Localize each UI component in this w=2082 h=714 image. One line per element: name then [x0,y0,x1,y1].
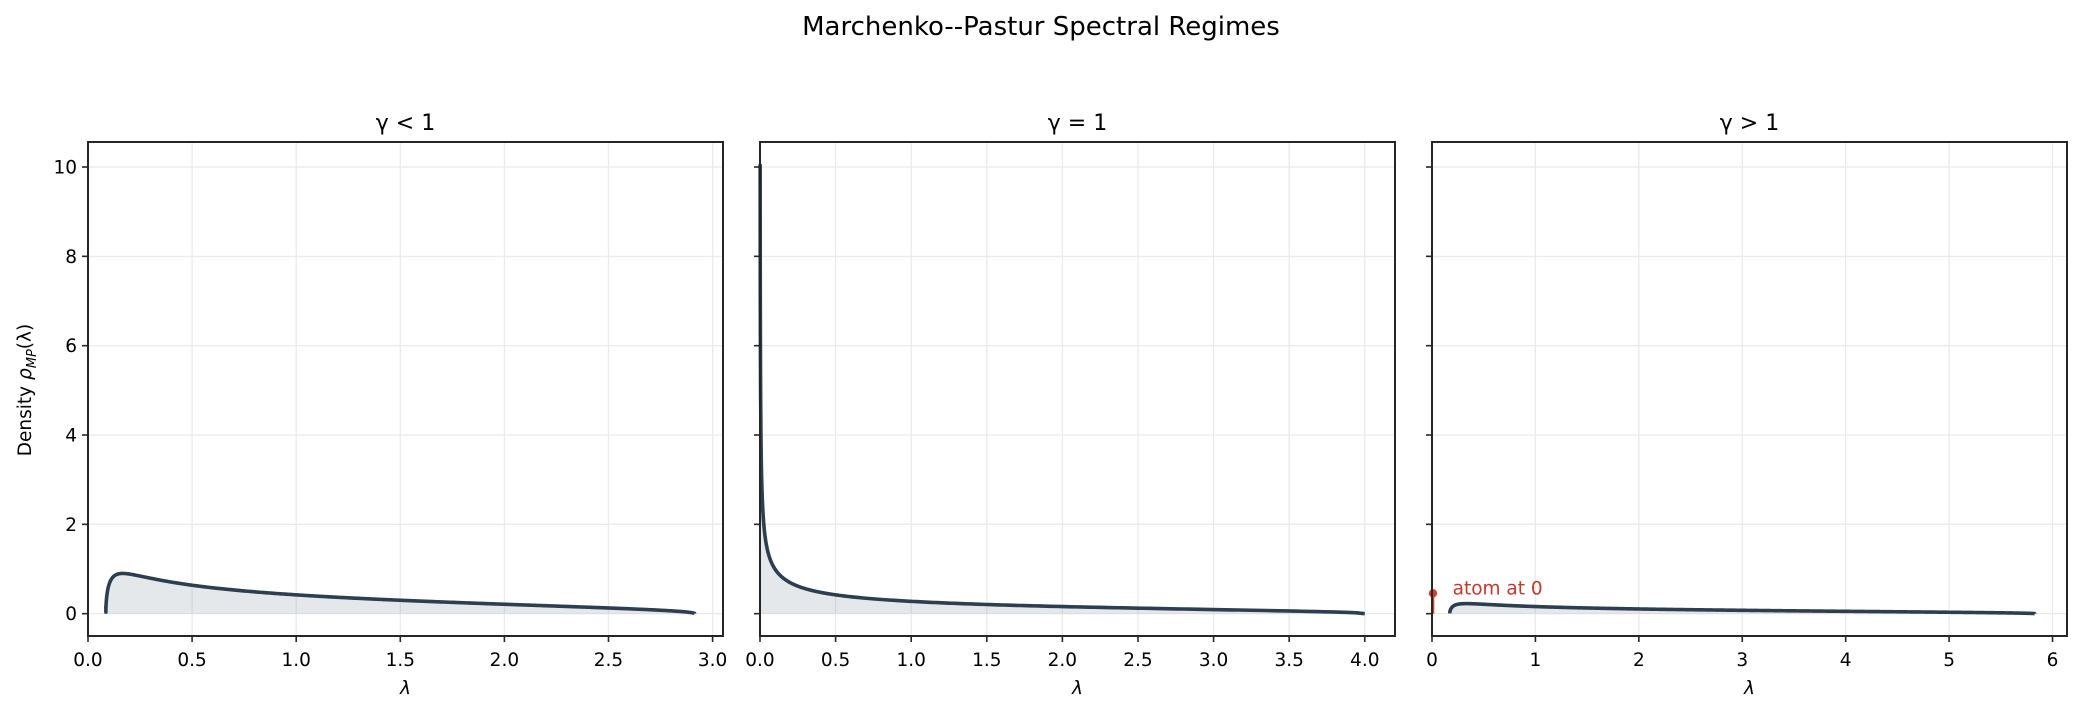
y-tick-label: 10 [53,158,77,179]
x-tick-label: 4 [1840,650,1852,671]
x-tick-label: 1.5 [972,650,1001,671]
axes-frame [1431,141,2068,637]
figure-title: Marchenko--Pastur Spectral Regimes [802,12,1280,42]
panel-gamma-greater-than-1: atom at 0 0 1 2 3 4 5 6 λ γ > 1 [1426,111,2068,699]
panel-gamma-equal-1: 0.0 0.5 1.0 1.5 2.0 2.5 3.0 3.5 4.0 λ γ = 1 [745,111,1396,699]
x-tick-label: 2.0 [490,650,519,671]
atom-annotation: atom at 0 [1453,578,1543,599]
x-tick-label: 3.0 [698,650,727,671]
y-tick-label: 8 [65,247,77,268]
x-tick-label: 1.0 [896,650,925,671]
x-tick-label: 0 [1426,650,1438,671]
x-axis-label: λ [1743,678,1755,699]
x-tick-label: 6 [2047,650,2059,671]
x-tick-label: 5 [1943,650,1955,671]
x-tick-label: 1.5 [386,650,415,671]
y-tick-label: 6 [65,336,77,357]
x-tick-label: 0.0 [745,650,774,671]
y-axis-label: Density ρMP(λ) [15,324,40,456]
x-tick-label: 1 [1530,650,1542,671]
axes-frame [87,141,724,637]
x-tick-label: 2.5 [594,650,623,671]
x-tick-label: 0.5 [177,650,206,671]
x-tick-label: 3 [1736,650,1748,671]
density-fill [1449,603,2035,614]
y-tick-label: 0 [65,604,77,625]
x-tick-label: 2 [1633,650,1645,671]
axes-frame [759,141,1396,637]
panel-title: γ > 1 [1720,111,1779,136]
x-axis-label: λ [1071,678,1083,699]
x-tick-label: 0.5 [821,650,850,671]
x-axis-label: λ [399,678,411,699]
y-tick-label: 2 [65,515,77,536]
x-tick-label: 3.0 [1199,650,1228,671]
density-fill [105,573,695,614]
panel-gamma-less-than-1: 0.0 0.5 1.0 1.5 2.0 2.5 3.0 0 2 4 6 8 10 λ γ < 1 [53,111,727,699]
x-tick-label: 2.0 [1048,650,1077,671]
x-tick-label: 4.0 [1350,650,1379,671]
x-tick-label: 1.0 [281,650,310,671]
x-tick-label: 0.0 [73,650,102,671]
panel-title: γ = 1 [1048,111,1107,136]
density-curve [104,571,697,616]
density-curve [1447,601,2037,616]
x-tick-label: 3.5 [1274,650,1303,671]
x-tick-label: 2.5 [1123,650,1152,671]
panel-title: γ < 1 [376,111,435,136]
y-tick-label: 4 [65,426,77,447]
